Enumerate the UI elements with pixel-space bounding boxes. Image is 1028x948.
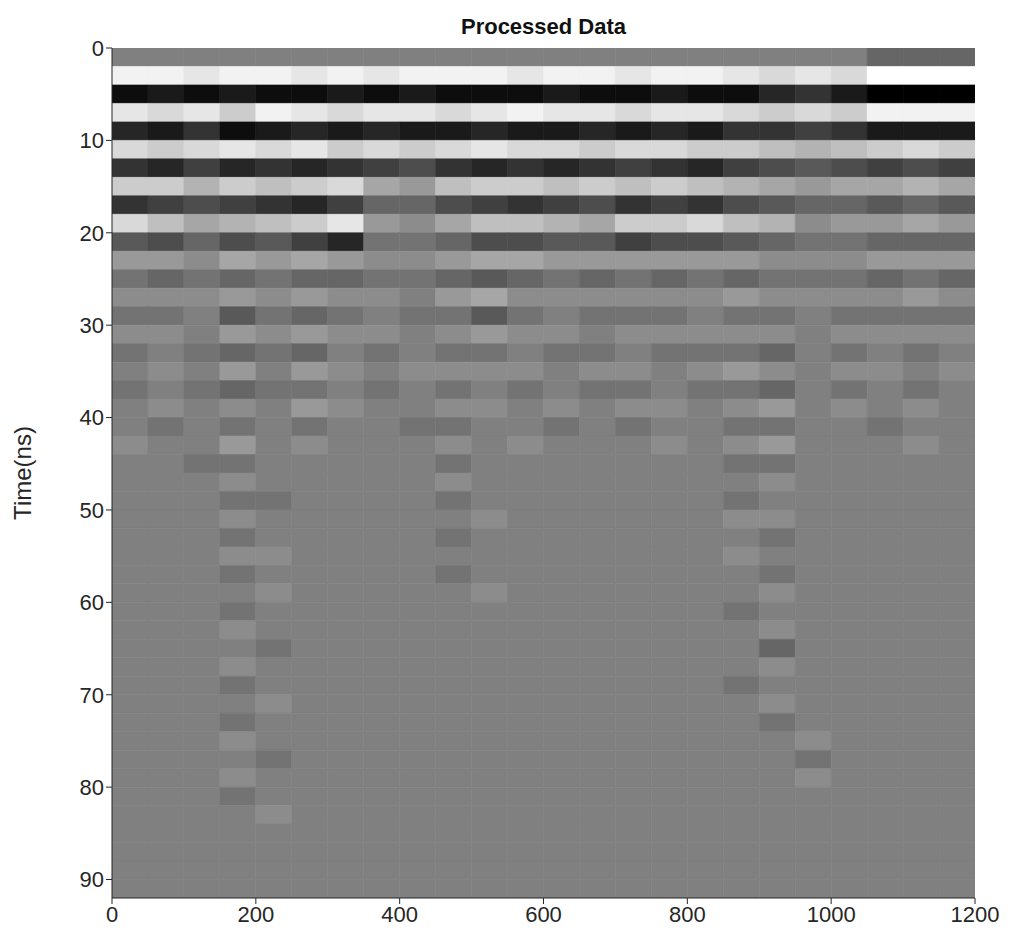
- svg-text:60: 60: [80, 590, 104, 615]
- svg-text:200: 200: [237, 902, 274, 927]
- svg-text:70: 70: [80, 683, 104, 708]
- svg-text:80: 80: [80, 775, 104, 800]
- svg-text:50: 50: [80, 498, 104, 523]
- svg-text:0: 0: [92, 36, 104, 61]
- svg-text:800: 800: [669, 902, 706, 927]
- svg-text:Time(ns): Time(ns): [9, 426, 36, 520]
- svg-text:1200: 1200: [951, 902, 1000, 927]
- svg-text:20: 20: [80, 221, 104, 246]
- svg-text:10: 10: [80, 128, 104, 153]
- svg-text:600: 600: [525, 902, 562, 927]
- svg-text:1000: 1000: [807, 902, 856, 927]
- svg-text:0: 0: [106, 902, 118, 927]
- svg-text:90: 90: [80, 867, 104, 892]
- svg-text:400: 400: [381, 902, 418, 927]
- html-text:Processed Data: Processed Data: [461, 14, 626, 39]
- svg-text:40: 40: [80, 405, 104, 430]
- svg-text:30: 30: [80, 313, 104, 338]
